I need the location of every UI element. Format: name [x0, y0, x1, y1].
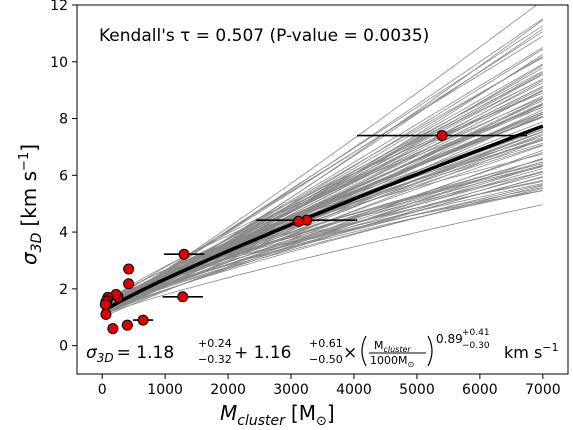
fit-sample-line [102, 5, 538, 311]
x-axis-label-unit-sub: ⊙ [316, 414, 327, 429]
eq-unit: km s [504, 343, 542, 362]
data-point [177, 291, 189, 303]
fit-sample-line [101, 184, 543, 313]
y-axis-label-symbol: σ [17, 251, 41, 265]
data-point [178, 248, 190, 260]
fit-samples [101, 5, 544, 318]
fit-sample-line [102, 113, 543, 314]
eq-a: = 1.18 [117, 343, 175, 363]
fit-sample-line [101, 31, 544, 311]
x-axis-ticks: 0 1000 2000 3000 4000 5000 6000 7000 [98, 374, 561, 398]
fit-sample-line [101, 187, 543, 311]
fit-sample-line [101, 189, 543, 311]
x-tick-label: 3000 [273, 382, 309, 398]
x-axis-label-subscript: cluster [237, 413, 286, 429]
x-tick-label: 7000 [525, 382, 561, 398]
y-tick-label: 10 [50, 55, 68, 71]
eq-lhs: σ [86, 343, 98, 363]
eq-exp-upper: +0.41 [462, 328, 490, 338]
eq-b-lower: −0.50 [309, 353, 343, 366]
y-axis-label-unit-sup: −1 [17, 152, 32, 171]
data-point [123, 278, 135, 290]
eq-times: × [343, 343, 357, 363]
eq-a-lower: −0.32 [198, 353, 232, 366]
y-axis-label-unit-close: ] [17, 144, 41, 152]
eq-b: + 1.16 [234, 343, 292, 363]
eq-unit-sup: −1 [542, 341, 558, 354]
eq-frac-den-sub: ⊙ [408, 360, 415, 369]
svg-text:km s−1: km s−1 [504, 341, 559, 362]
data-point [121, 319, 133, 331]
fit-sample-line [102, 204, 543, 317]
y-tick-label: 12 [50, 0, 68, 14]
y-axis-label-subscript: 3D [29, 232, 45, 252]
eq-frac-num: M [374, 339, 384, 352]
x-tick-label: 1000 [147, 382, 183, 398]
fit-sample-line [102, 152, 543, 315]
eq-left-paren [361, 335, 367, 367]
svg-text:σ3D= 1.18: σ3D = 1.18 [86, 343, 174, 365]
y-tick-label: 8 [59, 112, 68, 128]
data-point [123, 263, 135, 275]
data-point [99, 298, 111, 310]
eq-exp-lower: −0.30 [462, 341, 490, 351]
fit-equation: σ3D = 1.18 +0.24 −0.32 + 1.16 +0.61 −0.50… [86, 328, 559, 369]
x-axis-label-unit-close: ] [327, 401, 335, 425]
eq-b-upper: +0.61 [309, 337, 343, 350]
x-tick-label: 5000 [399, 382, 435, 398]
x-tick-label: 0 [98, 382, 107, 398]
x-axis-label: Mcluster [M⊙] [220, 401, 335, 429]
data-points [99, 130, 448, 335]
plot-frame [76, 4, 569, 375]
fit-sample-line [101, 188, 543, 316]
eq-right-paren [427, 335, 433, 367]
eq-exp: 0.89 [436, 332, 463, 346]
svg-text:Mcluster: Mcluster [374, 339, 411, 354]
eq-a-upper: +0.24 [198, 337, 232, 350]
x-axis-label-unit-open: [M [291, 401, 316, 425]
eq-lhs-sub: 3D [97, 351, 114, 365]
eq-frac-den: 1000M [370, 354, 408, 367]
x-axis-label-symbol: M [220, 401, 237, 425]
svg-text:1000M⊙: 1000M⊙ [370, 354, 414, 369]
fit-sample-line [101, 78, 543, 312]
y-axis-label-unit: [km s [17, 171, 41, 227]
y-tick-label: 4 [59, 225, 68, 241]
best-fit-curve [101, 124, 544, 314]
fit-sample-line [101, 161, 543, 309]
y-axis-ticks: 0 2 4 6 8 10 12 [50, 0, 77, 355]
x-tick-label: 4000 [336, 382, 372, 398]
data-point [436, 130, 448, 142]
fit-sample-line [101, 25, 544, 314]
eq-frac-num-sub: cluster [384, 345, 412, 354]
data-point [107, 323, 119, 335]
y-tick-label: 6 [59, 168, 68, 184]
x-tick-label: 2000 [210, 382, 246, 398]
data-point [137, 314, 149, 326]
y-axis-label: σ3D [km s−1] [17, 144, 45, 265]
y-tick-label: 2 [59, 282, 68, 298]
x-tick-label: 6000 [462, 382, 498, 398]
data-point [293, 215, 305, 227]
y-tick-label: 0 [59, 339, 68, 355]
data-point [100, 308, 112, 320]
kendall-annotation: Kendall's τ = 0.507 (P-value = 0.0035) [99, 26, 429, 46]
best-fit-line [101, 124, 544, 314]
